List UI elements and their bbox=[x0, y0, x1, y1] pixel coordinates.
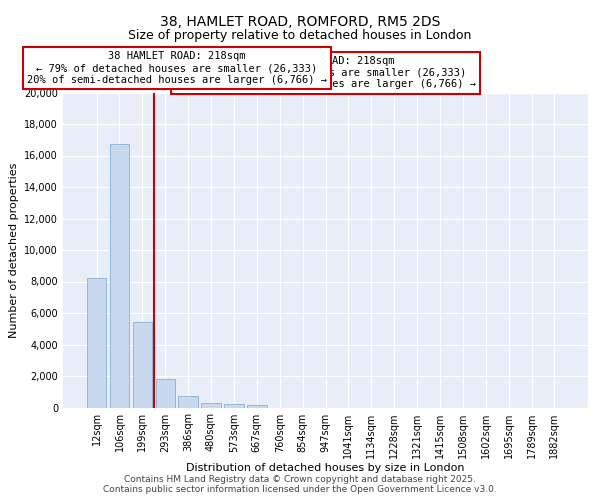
Bar bbox=[202, 403, 221, 407]
Text: Size of property relative to detached houses in London: Size of property relative to detached ho… bbox=[128, 28, 472, 42]
Bar bbox=[133, 322, 152, 408]
Y-axis label: Number of detached properties: Number of detached properties bbox=[9, 162, 19, 338]
Bar bbox=[155, 379, 175, 408]
Text: Contains HM Land Registry data © Crown copyright and database right 2025.: Contains HM Land Registry data © Crown c… bbox=[124, 476, 476, 484]
X-axis label: Distribution of detached houses by size in London: Distribution of detached houses by size … bbox=[186, 464, 465, 473]
Bar bbox=[87, 278, 106, 407]
Text: 38, HAMLET ROAD, ROMFORD, RM5 2DS: 38, HAMLET ROAD, ROMFORD, RM5 2DS bbox=[160, 16, 440, 30]
Text: Contains public sector information licensed under the Open Government Licence v3: Contains public sector information licen… bbox=[103, 484, 497, 494]
Bar bbox=[110, 144, 129, 408]
Bar bbox=[247, 405, 266, 407]
Text: 38 HAMLET ROAD: 218sqm
← 79% of detached houses are smaller (26,333)
20% of semi: 38 HAMLET ROAD: 218sqm ← 79% of detached… bbox=[176, 56, 476, 90]
Bar bbox=[178, 396, 198, 407]
Text: 38 HAMLET ROAD: 218sqm
← 79% of detached houses are smaller (26,333)
20% of semi: 38 HAMLET ROAD: 218sqm ← 79% of detached… bbox=[27, 52, 327, 84]
Bar bbox=[224, 404, 244, 407]
